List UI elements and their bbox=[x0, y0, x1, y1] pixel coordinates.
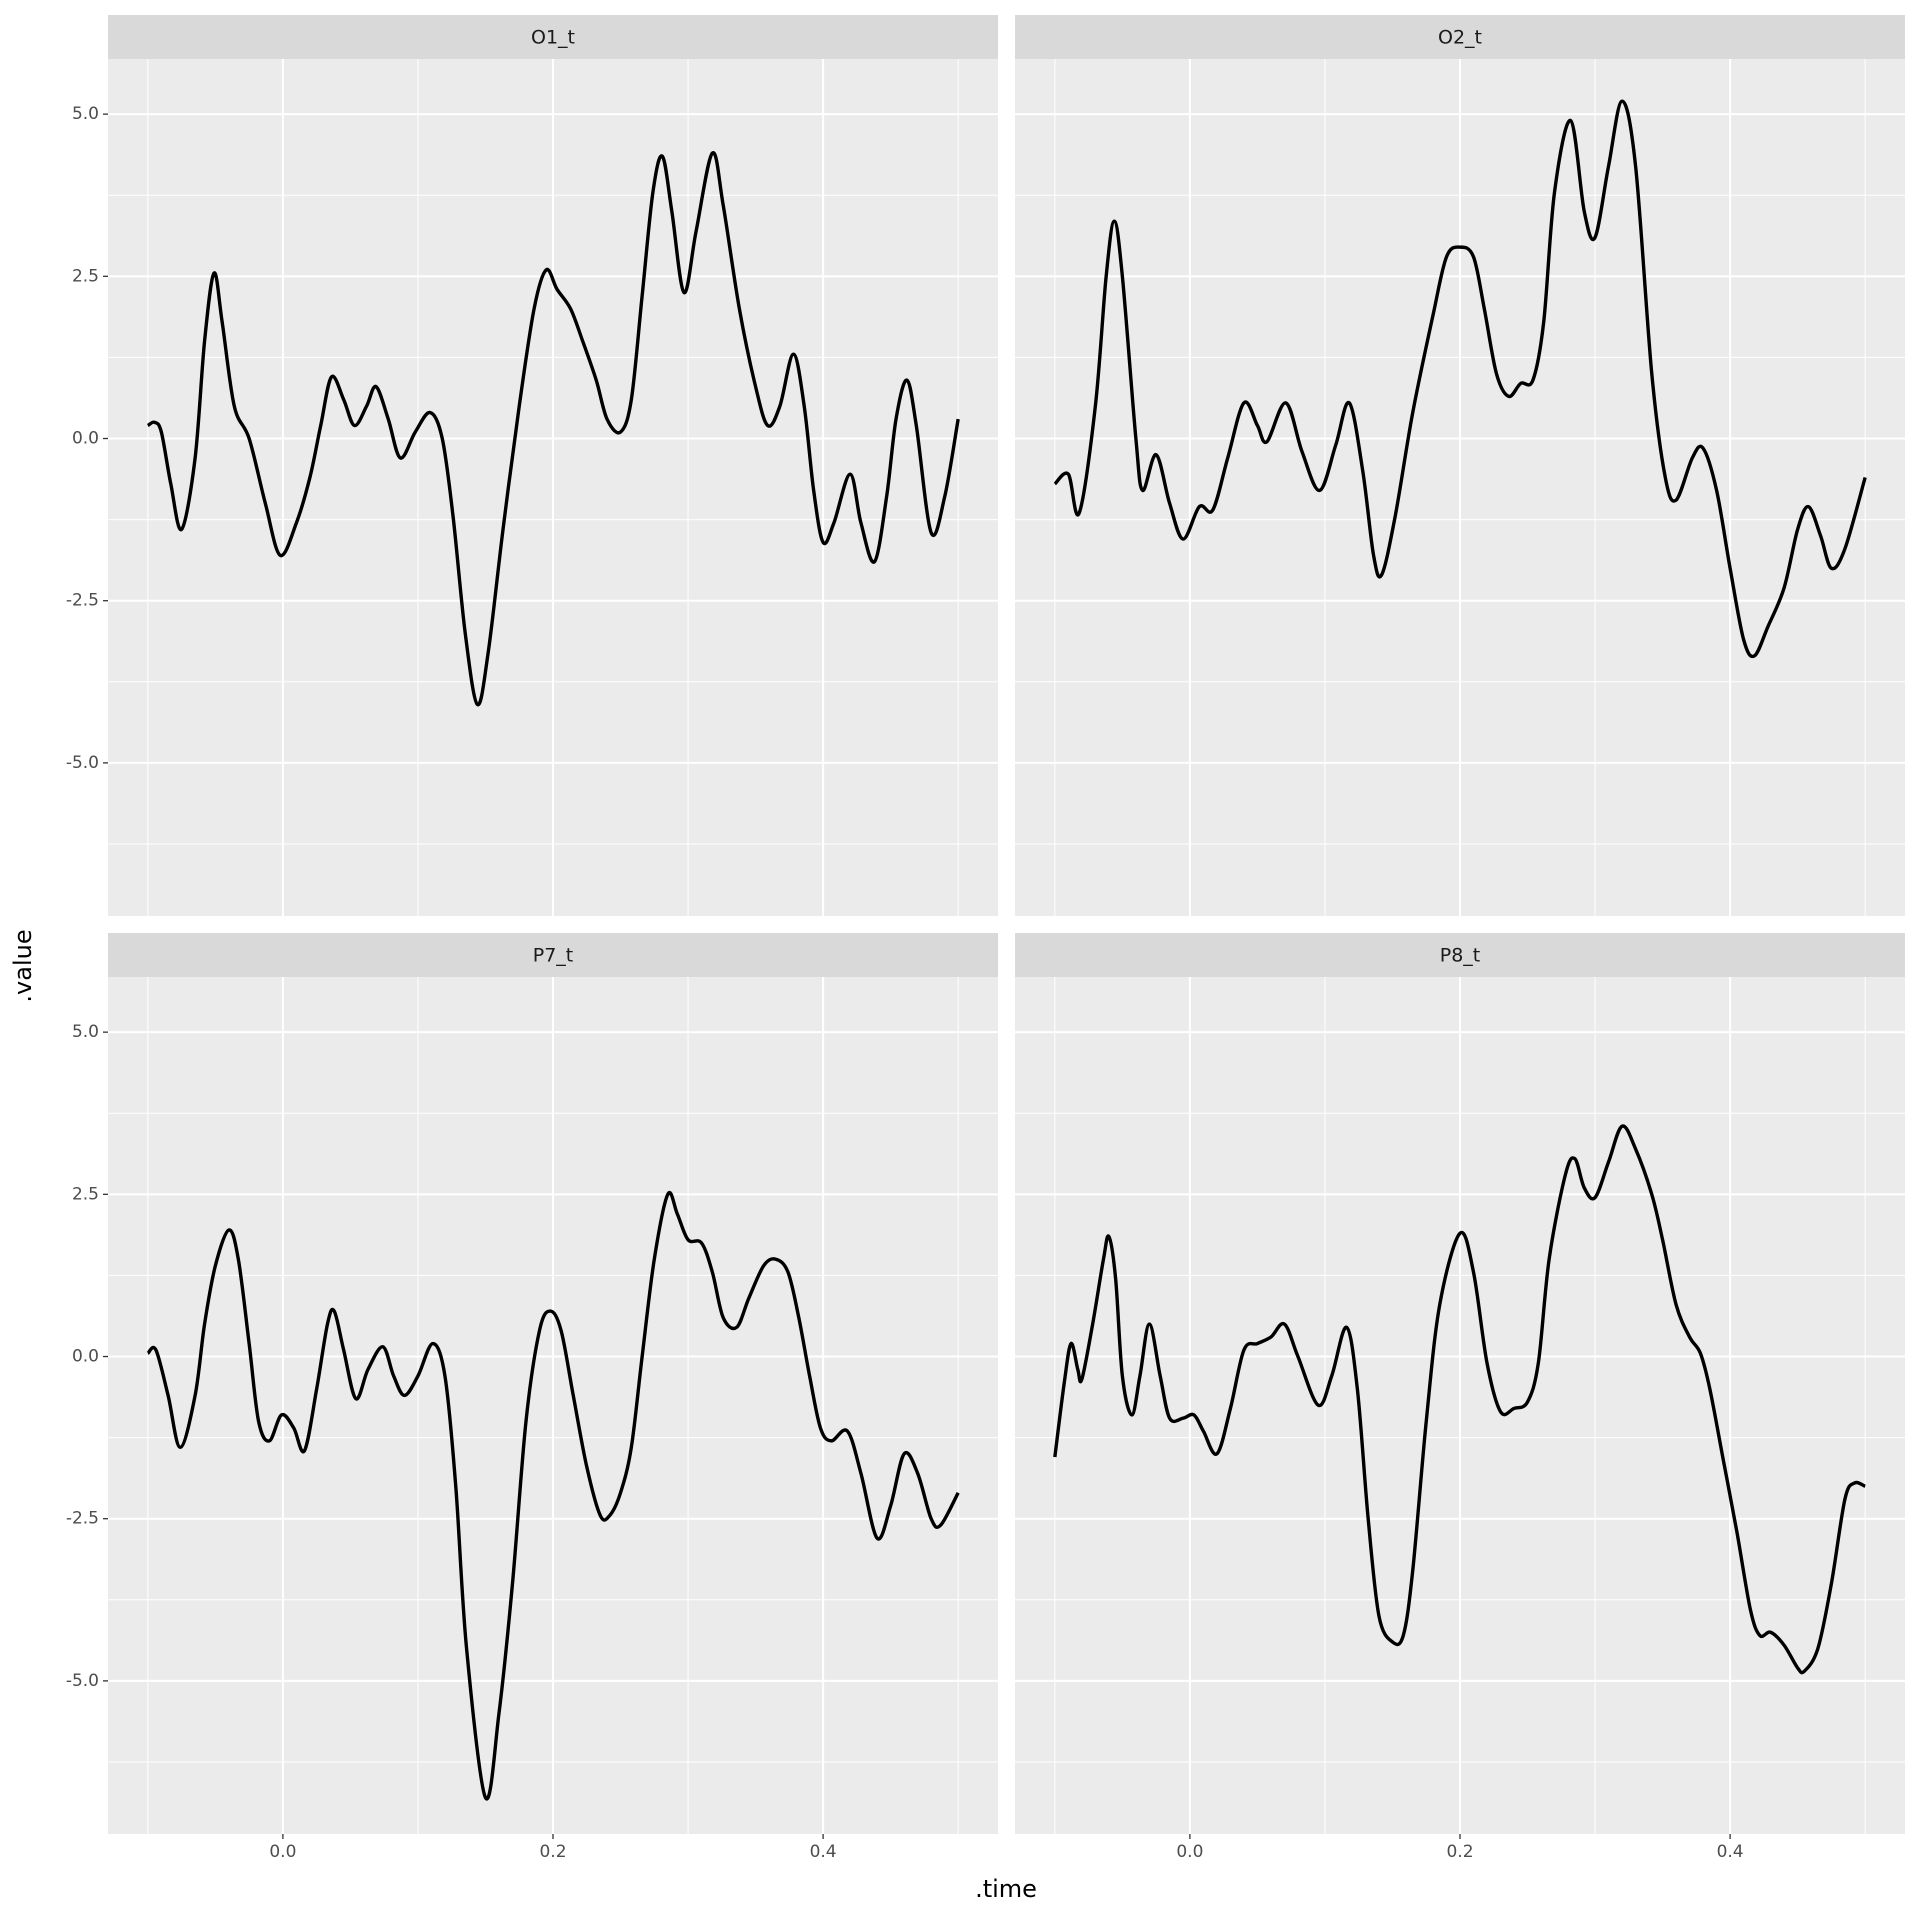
y-tick-label: -2.5 bbox=[66, 1509, 99, 1529]
x-tick-label: 0.4 bbox=[810, 1842, 837, 1862]
y-axis-title: .value bbox=[9, 929, 37, 1002]
strip-label: P7_t bbox=[533, 945, 574, 967]
strip-label: O2_t bbox=[1438, 27, 1482, 49]
y-tick-label: 2.5 bbox=[72, 1184, 99, 1204]
strip bbox=[108, 933, 998, 977]
line bbox=[1053, 1124, 1866, 1675]
line bbox=[146, 1190, 960, 1801]
y-tick-label: -5.0 bbox=[66, 753, 99, 773]
x-tick-label: 0.2 bbox=[539, 1842, 566, 1862]
y-tick-label: -2.5 bbox=[66, 591, 99, 611]
y-tick-label: 0.0 bbox=[72, 1347, 99, 1367]
strip bbox=[108, 15, 998, 59]
y-tick-label: -5.0 bbox=[66, 1671, 99, 1691]
x-tick-label: 0.0 bbox=[1176, 1842, 1203, 1862]
x-tick-label: 0.4 bbox=[1717, 1842, 1744, 1862]
y-tick-label: 5.0 bbox=[72, 1022, 99, 1042]
x-tick-label: 0.0 bbox=[269, 1842, 296, 1862]
x-axis-title: .time bbox=[975, 1875, 1037, 1903]
strip bbox=[1015, 15, 1905, 59]
strip-label: P8_t bbox=[1440, 945, 1481, 967]
line bbox=[1053, 99, 1867, 659]
y-tick-label: 2.5 bbox=[72, 266, 99, 286]
strip bbox=[1015, 933, 1905, 977]
line bbox=[146, 151, 960, 707]
y-tick-label: 5.0 bbox=[72, 104, 99, 124]
y-tick-label: 0.0 bbox=[72, 429, 99, 449]
x-tick-label: 0.2 bbox=[1446, 1842, 1473, 1862]
strip-label: O1_t bbox=[531, 27, 575, 49]
